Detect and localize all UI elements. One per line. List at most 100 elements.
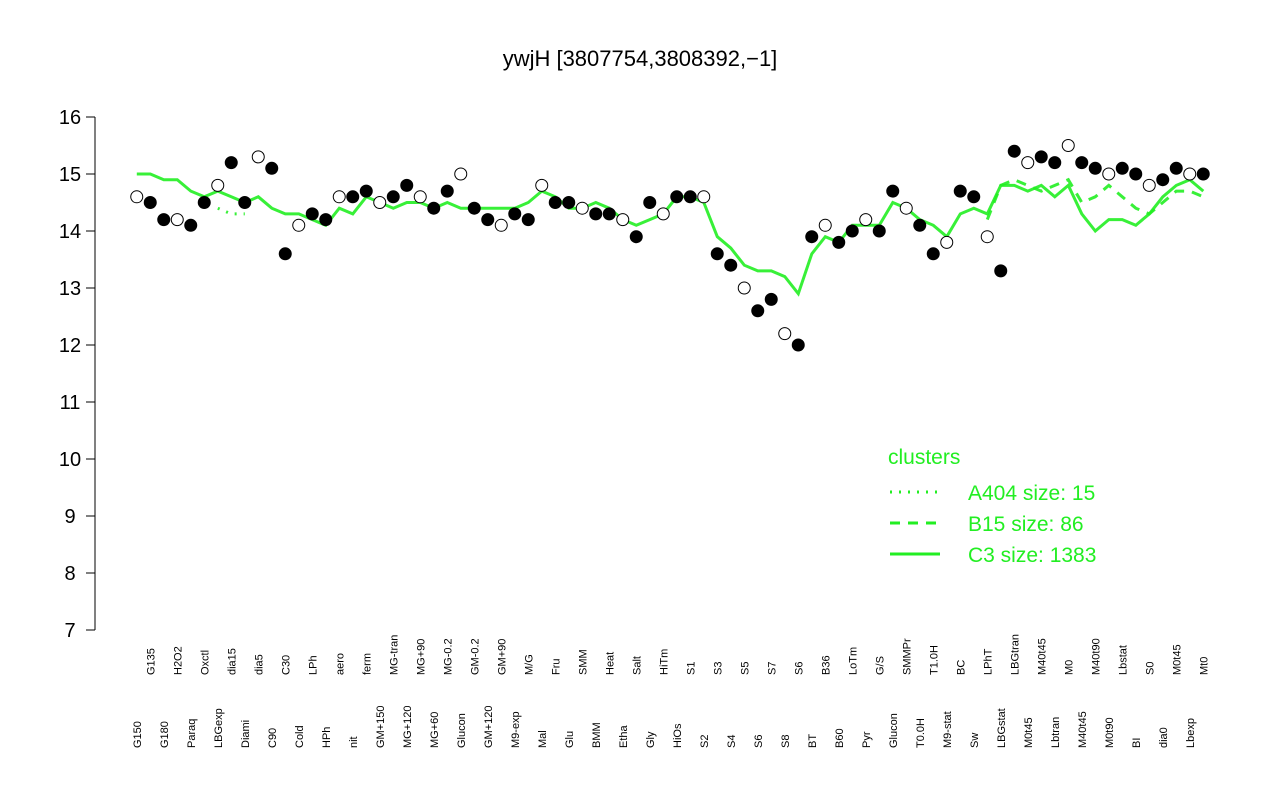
point bbox=[238, 196, 252, 209]
point bbox=[724, 258, 738, 272]
x-tick-label: M9-exp bbox=[510, 711, 522, 748]
x-tick-label: T0.0H bbox=[915, 718, 927, 748]
x-tick-label: S4 bbox=[726, 735, 738, 748]
y-tick-label: 12 bbox=[59, 335, 81, 357]
legend-label: A404 size: 15 bbox=[968, 482, 1095, 505]
x-tick-label: ferm bbox=[361, 653, 373, 675]
x-tick-label: MG+60 bbox=[429, 712, 441, 748]
point bbox=[710, 247, 724, 261]
y-tick-label: 11 bbox=[60, 392, 81, 414]
point bbox=[481, 213, 495, 227]
point bbox=[184, 218, 198, 232]
point bbox=[562, 196, 576, 209]
x-tick-label: LBGexp bbox=[213, 708, 225, 748]
x-tick-label: aero bbox=[334, 653, 346, 675]
x-tick-label: GM+120 bbox=[483, 706, 495, 749]
point bbox=[899, 201, 913, 215]
point bbox=[602, 207, 616, 221]
x-tick-label: S0 bbox=[1144, 662, 1156, 675]
point bbox=[1129, 167, 1143, 181]
point bbox=[130, 190, 144, 204]
point bbox=[197, 196, 211, 209]
point bbox=[251, 150, 265, 164]
x-tick-label: MG+90 bbox=[415, 639, 427, 675]
point bbox=[278, 247, 292, 261]
x-tick-label: HPh bbox=[321, 727, 333, 748]
point bbox=[157, 213, 171, 227]
point bbox=[859, 213, 873, 227]
x-tick-label: dia15 bbox=[226, 648, 238, 675]
x-tick-label: Glu bbox=[564, 731, 576, 748]
point bbox=[940, 235, 954, 249]
x-tick-label: G/S bbox=[874, 656, 886, 675]
x-tick-label: GM+150 bbox=[375, 706, 387, 749]
x-tick-label: M0t90 bbox=[1104, 717, 1116, 748]
point bbox=[494, 218, 508, 232]
legend-label: C3 size: 1383 bbox=[968, 544, 1096, 567]
x-tick-label: Salt bbox=[631, 656, 643, 675]
point bbox=[427, 201, 441, 215]
point bbox=[400, 178, 414, 192]
x-tick-label: M0t45 bbox=[1171, 644, 1183, 675]
x-tick-label: GM-0.2 bbox=[469, 638, 481, 675]
x-tick-label: LPh bbox=[307, 655, 319, 675]
x-tick-label: S3 bbox=[712, 662, 724, 675]
cluster-line bbox=[217, 206, 245, 216]
point bbox=[1196, 167, 1210, 181]
x-tick-label: M9-stat bbox=[942, 711, 954, 748]
x-tick-label: BMM bbox=[591, 722, 603, 748]
y-tick-label: 14 bbox=[59, 221, 81, 243]
y-tick-label: 16 bbox=[59, 107, 81, 129]
x-tick-label: Fru bbox=[550, 659, 562, 676]
x-tick-label: M40t90 bbox=[1090, 638, 1102, 675]
x-tick-label: MG+120 bbox=[402, 706, 414, 749]
point bbox=[697, 190, 711, 204]
point bbox=[143, 196, 157, 209]
point bbox=[508, 207, 522, 221]
point bbox=[967, 190, 981, 204]
point bbox=[926, 247, 940, 261]
x-tick-label: Pyr bbox=[861, 731, 873, 748]
x-tick-label: S7 bbox=[766, 662, 778, 675]
point bbox=[953, 184, 967, 198]
y-tick-label: 7 bbox=[64, 620, 75, 642]
x-tick-label: BC bbox=[955, 660, 967, 675]
legend-label: B15 size: 86 bbox=[968, 513, 1084, 536]
x-tick-label: M/G bbox=[523, 654, 535, 675]
y-tick-label: 9 bbox=[64, 506, 75, 528]
legend-title: clusters bbox=[888, 446, 960, 469]
point bbox=[683, 190, 697, 204]
point bbox=[818, 218, 832, 232]
x-tick-label: MG-0.2 bbox=[442, 638, 454, 675]
x-tick-label: Oxctl bbox=[199, 650, 211, 675]
y-tick-label: 8 bbox=[64, 563, 75, 585]
x-tick-label: S1 bbox=[685, 662, 697, 675]
x-tick-label: BI bbox=[1131, 738, 1143, 748]
y-tick-label: 13 bbox=[59, 278, 81, 300]
point bbox=[886, 184, 900, 198]
point bbox=[872, 224, 886, 238]
point bbox=[386, 190, 400, 204]
point bbox=[670, 190, 684, 204]
point bbox=[1183, 167, 1197, 181]
x-tick-label: MG-tran bbox=[388, 635, 400, 675]
x-tick-label: G150 bbox=[132, 721, 144, 748]
x-tick-label: B36 bbox=[820, 655, 832, 675]
x-tick-label: S6 bbox=[753, 735, 765, 748]
point bbox=[1007, 144, 1021, 158]
point bbox=[1102, 167, 1116, 181]
point bbox=[805, 230, 819, 244]
x-tick-label: M0t45 bbox=[1023, 717, 1035, 748]
point bbox=[1034, 150, 1048, 164]
point bbox=[1088, 161, 1102, 175]
point bbox=[1169, 161, 1183, 175]
x-tick-label: Sw bbox=[969, 733, 981, 748]
x-tick-label: Mal bbox=[537, 730, 549, 748]
point bbox=[575, 201, 589, 215]
point bbox=[778, 327, 792, 341]
x-tick-label: LBGstat bbox=[996, 708, 1008, 748]
x-tick-label: M40t45 bbox=[1036, 638, 1048, 675]
x-tick-label: C90 bbox=[267, 728, 279, 748]
x-tick-label: Paraq bbox=[186, 719, 198, 748]
